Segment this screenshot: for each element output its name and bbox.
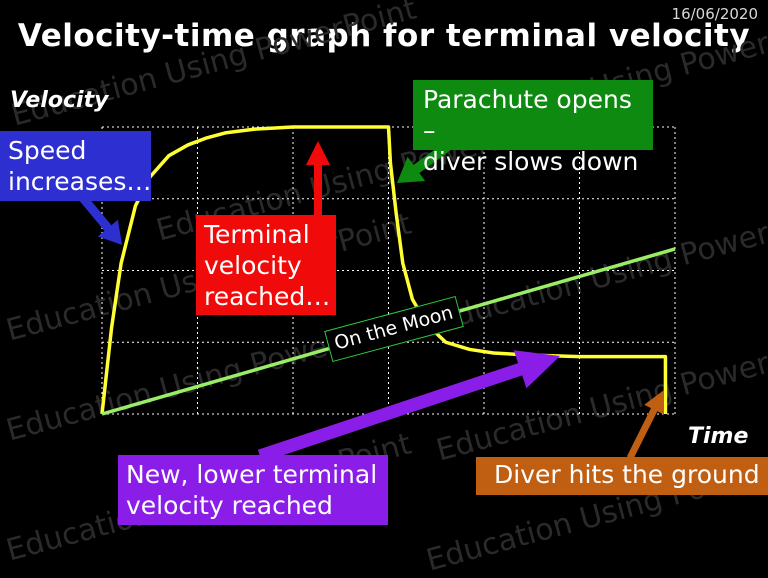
speed-increases-callout: Speed increases… [0, 131, 151, 201]
new-lower-terminal-callout: New, lower terminal velocity reached [118, 455, 388, 525]
callout-line: increases… [8, 167, 152, 196]
callout-line: velocity [204, 251, 302, 280]
diver-hits-ground-callout: Diver hits the ground [476, 457, 768, 495]
slide-title: Velocity-time graph for terminal velocit… [17, 18, 751, 54]
terminal-arrow [306, 141, 330, 215]
callout-line: diver slows down [423, 147, 639, 176]
y-axis-label: Velocity [10, 88, 109, 113]
speed-arrow [74, 189, 122, 245]
callout-line: New, lower terminal [126, 460, 378, 489]
callout-line: Terminal [204, 220, 310, 249]
parachute-opens-callout: Parachute opens – diver slows down [413, 80, 653, 176]
x-axis-label: Time [688, 424, 749, 449]
parachute-arrow [397, 142, 451, 183]
moon-terminal-arrow [257, 350, 560, 463]
callout-line: velocity reached [126, 491, 333, 520]
annotation-arrows [74, 141, 664, 463]
callout-line: Speed [8, 136, 87, 165]
date-label: 16/06/2020 [671, 5, 758, 23]
ground-arrow [626, 390, 664, 460]
callout-line: reached… [204, 282, 331, 311]
terminal-velocity-callout: Terminal velocity reached… [196, 215, 336, 315]
callout-line: Parachute opens – [423, 85, 632, 145]
